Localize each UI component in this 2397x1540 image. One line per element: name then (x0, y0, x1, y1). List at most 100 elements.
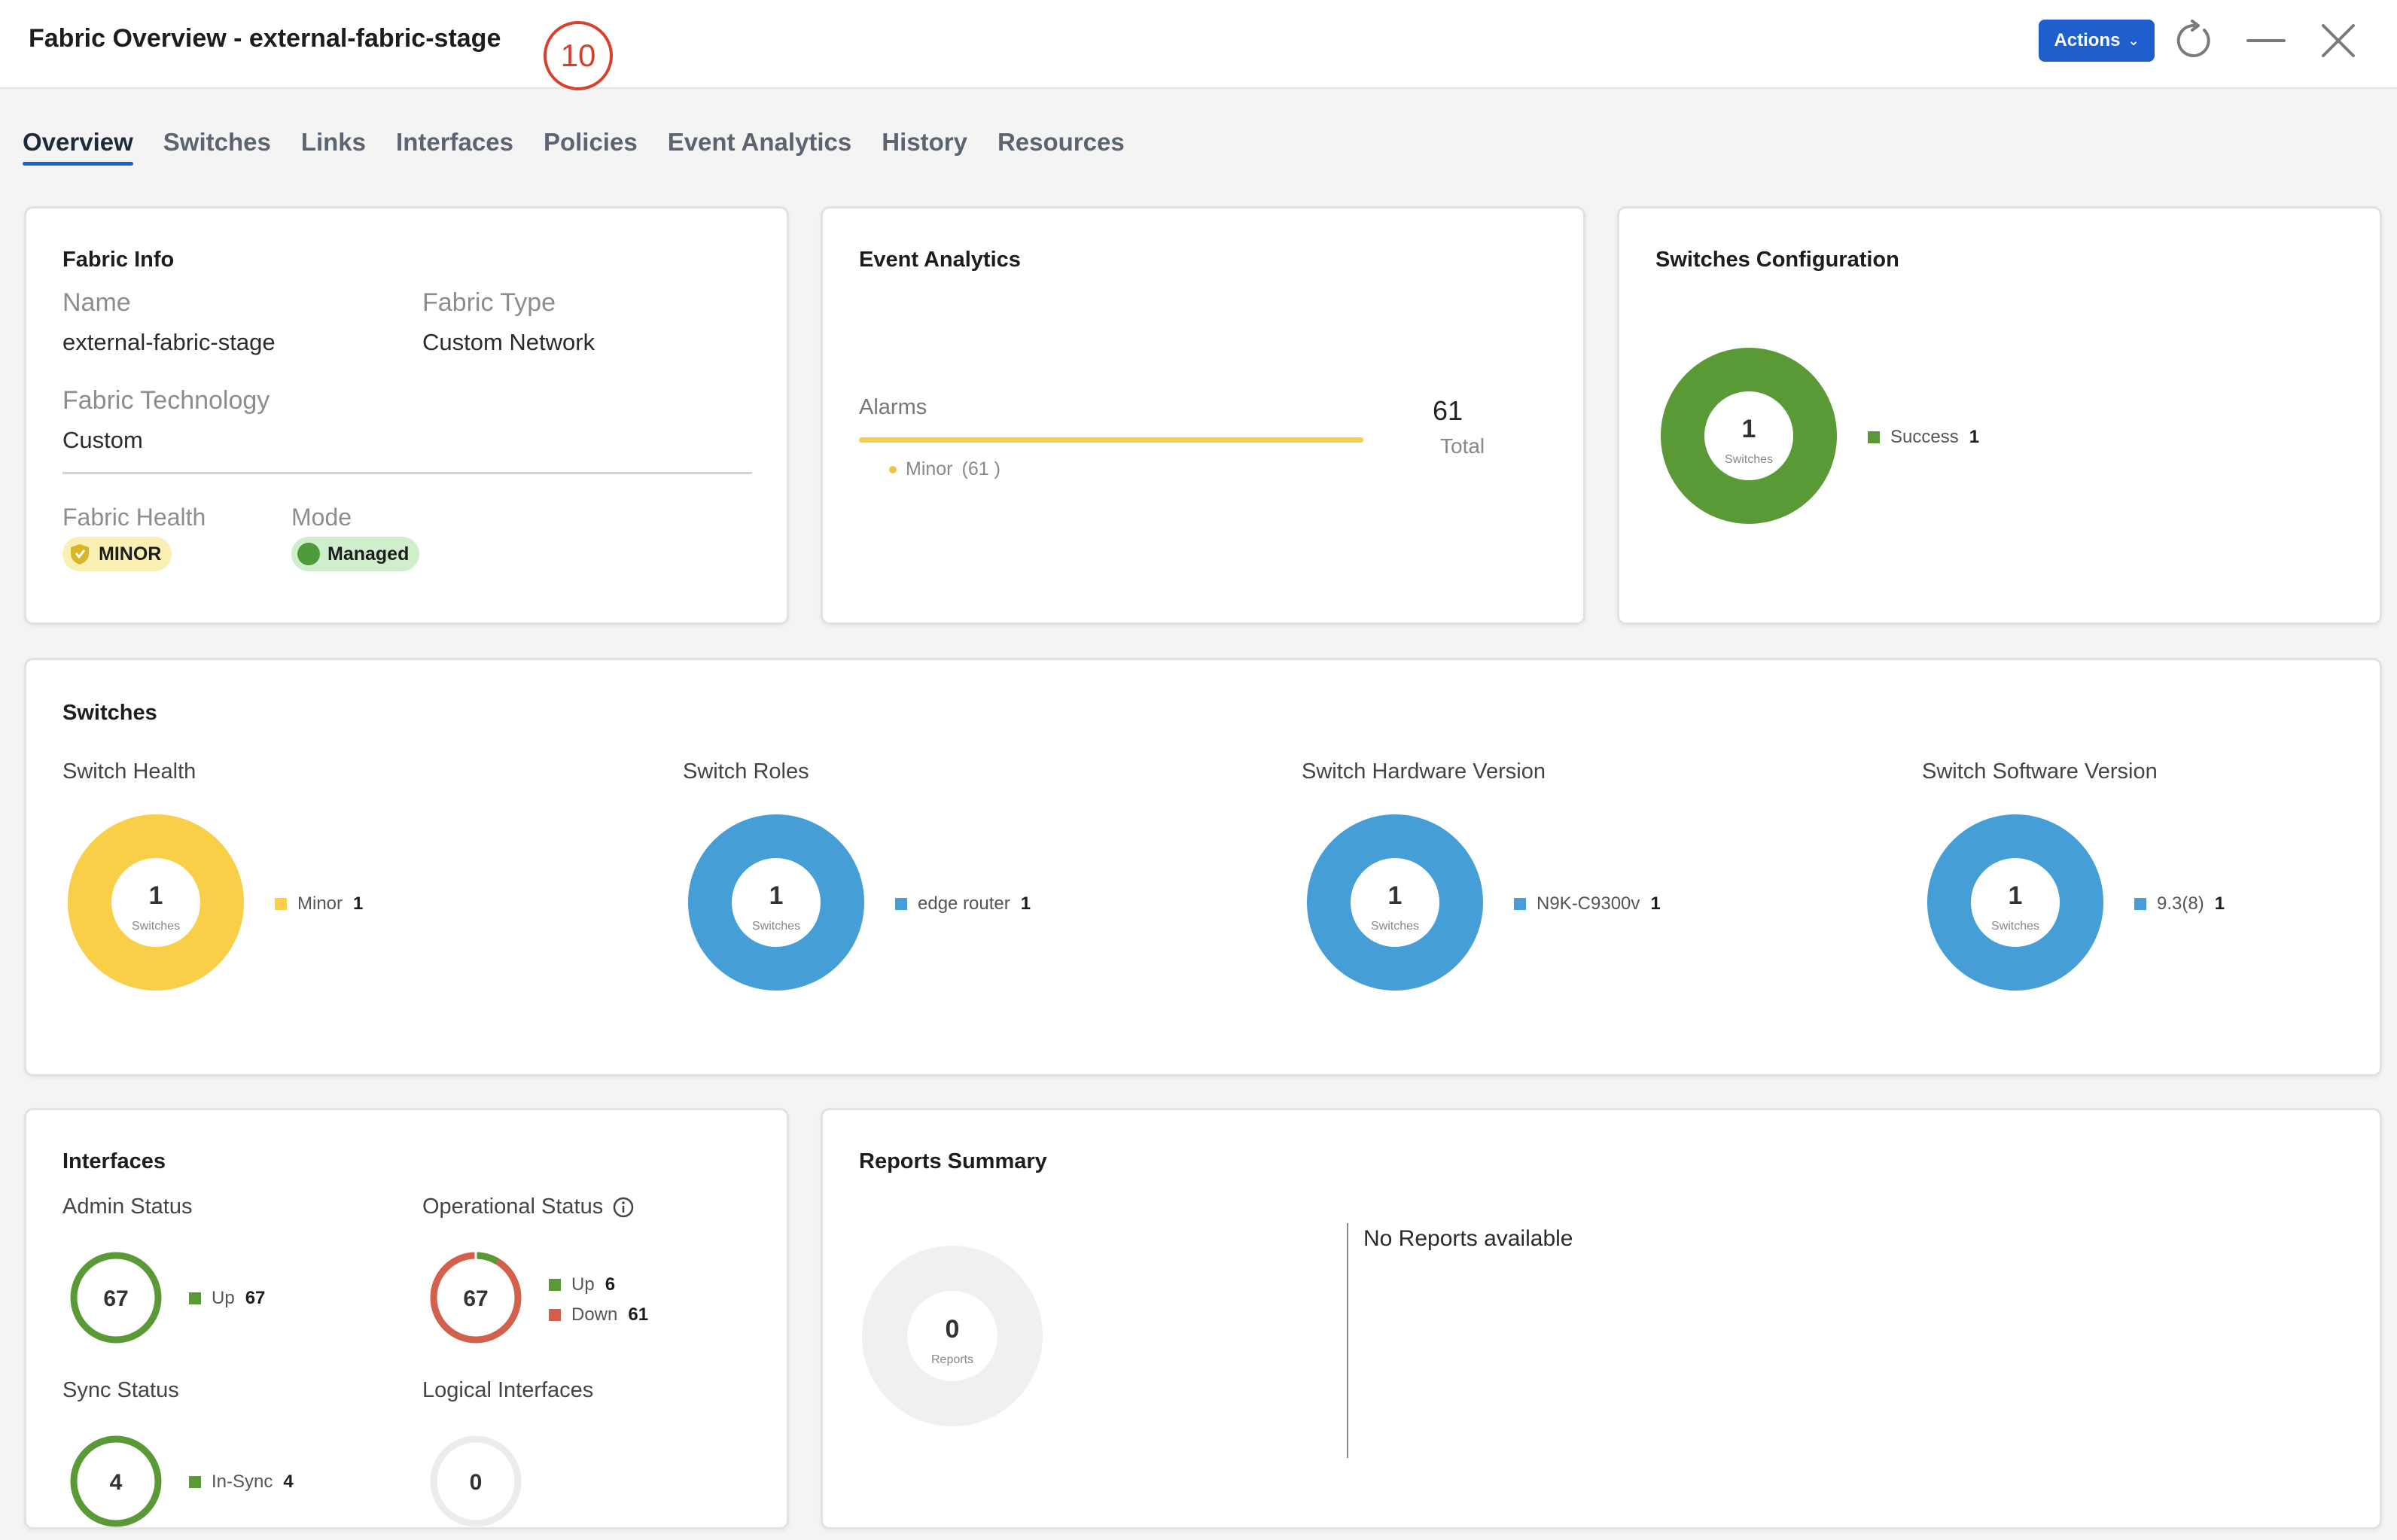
switch-roles-label: Switch Roles (683, 759, 809, 784)
event-analytics-card: Event Analytics Alarms Minor (61 ) 61 To… (821, 206, 1585, 625)
tab-interfaces[interactable]: Interfaces (396, 128, 513, 156)
vertical-divider (1347, 1223, 1348, 1458)
operational-down-legend: Down 61 (549, 1304, 648, 1325)
chevron-down-icon: ⌄ (2127, 32, 2140, 48)
legend-swatch-icon (1868, 431, 1880, 443)
legend-value: 1 (1969, 427, 1980, 447)
tab-switches[interactable]: Switches (163, 128, 271, 156)
donut-unit: Switches (1991, 920, 2039, 933)
fabric-type-value: Custom Network (422, 329, 595, 355)
sync-status-legend: In-Sync 4 (189, 1472, 294, 1493)
fabric-health-label: Fabric Health (62, 504, 206, 531)
legend-value: 4 (283, 1472, 294, 1492)
minimize-icon[interactable] (2243, 18, 2289, 63)
legend-value: 1 (1020, 893, 1031, 914)
legend-swatch-icon (189, 1476, 201, 1488)
switch-hardware-donut: 1 Switches (1307, 814, 1483, 991)
legend-label: Minor (297, 893, 343, 914)
name-label: Name (62, 288, 131, 317)
divider (62, 472, 752, 474)
legend-swatch-icon (189, 1292, 201, 1304)
name-value: external-fabric-stage (62, 329, 276, 355)
fabric-info-card: Fabric Info Name external-fabric-stage F… (24, 206, 789, 625)
legend-swatch-icon (549, 1279, 561, 1291)
minor-count: (61 ) (961, 458, 1001, 479)
actions-button-label: Actions (2054, 30, 2121, 50)
step-badge: 10 (544, 21, 613, 90)
close-icon[interactable] (2316, 18, 2361, 63)
donut-count: 4 (110, 1470, 123, 1495)
card-title: Interfaces (62, 1149, 166, 1173)
legend-value: 61 (628, 1304, 649, 1325)
shield-icon (71, 544, 89, 565)
sync-status-donut: 4 (70, 1435, 162, 1527)
tab-policies[interactable]: Policies (543, 128, 638, 156)
legend-value: 67 (245, 1288, 266, 1308)
donut-count: 1 (149, 881, 163, 910)
donut-count: 1 (1742, 415, 1756, 443)
operational-up-legend: Up 6 (549, 1274, 615, 1295)
mode-badge: Managed (291, 537, 420, 571)
info-icon[interactable] (612, 1196, 635, 1219)
legend-value: 6 (605, 1274, 616, 1295)
legend-label: Up (571, 1274, 595, 1295)
legend-label: edge router (918, 893, 1010, 914)
status-dot-icon (297, 543, 320, 565)
logical-interfaces-donut: 0 (430, 1435, 522, 1527)
donut-unit: Switches (132, 920, 180, 933)
legend-swatch-icon (549, 1309, 561, 1321)
refresh-icon[interactable] (2171, 18, 2216, 63)
no-reports-text: No Reports available (1363, 1226, 1573, 1251)
switches-card: Switches Switch Health 1 Switches Minor … (24, 658, 2382, 1076)
donut-unit: Switches (1725, 453, 1773, 466)
legend-label: N9K-C9300v (1537, 893, 1640, 914)
page-title: Fabric Overview - external-fabric-stage (29, 24, 501, 53)
alarms-label: Alarms (859, 395, 927, 419)
switch-hardware-legend: N9K-C9300v 1 (1514, 893, 1661, 915)
reports-donut: 0 Reports (862, 1246, 1043, 1426)
donut-unit: Reports (931, 1353, 973, 1366)
donut-count: 67 (103, 1286, 128, 1311)
legend-swatch-icon (1514, 898, 1526, 910)
legend-label: In-Sync (212, 1472, 273, 1492)
minor-label: Minor (906, 458, 953, 479)
card-title: Reports Summary (859, 1149, 1047, 1173)
operational-status-donut: 67 (430, 1252, 522, 1344)
tab-bar: Overview Switches Links Interfaces Polic… (23, 128, 1155, 166)
fabric-technology-value: Custom (62, 427, 143, 453)
donut-unit: Switches (752, 920, 800, 933)
switch-software-label: Switch Software Version (1922, 759, 2158, 784)
tab-history[interactable]: History (882, 128, 967, 156)
switch-software-donut: 1 Switches (1927, 814, 2103, 991)
reports-summary-card: Reports Summary 0 Reports No Reports ava… (821, 1108, 2382, 1529)
actions-button[interactable]: Actions ⌄ (2039, 20, 2155, 62)
admin-status-legend: Up 67 (189, 1288, 265, 1309)
legend-swatch-icon (2134, 898, 2146, 910)
admin-status-donut: 67 (70, 1252, 162, 1344)
switch-health-label: Switch Health (62, 759, 196, 784)
switch-hardware-label: Switch Hardware Version (1302, 759, 1546, 784)
switch-health-legend: Minor 1 (275, 893, 363, 915)
logical-interfaces-label: Logical Interfaces (422, 1378, 594, 1402)
fabric-technology-label: Fabric Technology (62, 386, 270, 415)
header-bar: Fabric Overview - external-fabric-stage … (0, 0, 2397, 90)
tab-links[interactable]: Links (300, 128, 367, 156)
tab-resources[interactable]: Resources (997, 128, 1125, 156)
operational-status-header: Operational Status (422, 1195, 635, 1219)
total-value: 61 (1433, 395, 1463, 426)
operational-status-label: Operational Status (422, 1195, 604, 1219)
switches-configuration-card: Switches Configuration 1 Switches Succes… (1617, 206, 2382, 625)
tab-event-analytics[interactable]: Event Analytics (667, 128, 852, 156)
legend-swatch-icon (275, 898, 287, 910)
card-title: Switches (62, 701, 157, 725)
donut-count: 0 (946, 1315, 960, 1344)
admin-status-label: Admin Status (62, 1195, 193, 1219)
donut-count: 0 (470, 1470, 483, 1495)
legend-label: Down (571, 1304, 618, 1325)
fabric-health-value: MINOR (99, 543, 162, 565)
tab-overview[interactable]: Overview (23, 128, 133, 166)
legend-value: 1 (1650, 893, 1661, 914)
mode-label: Mode (291, 504, 352, 531)
card-title: Fabric Info (62, 248, 175, 272)
donut-count: 67 (463, 1286, 488, 1311)
